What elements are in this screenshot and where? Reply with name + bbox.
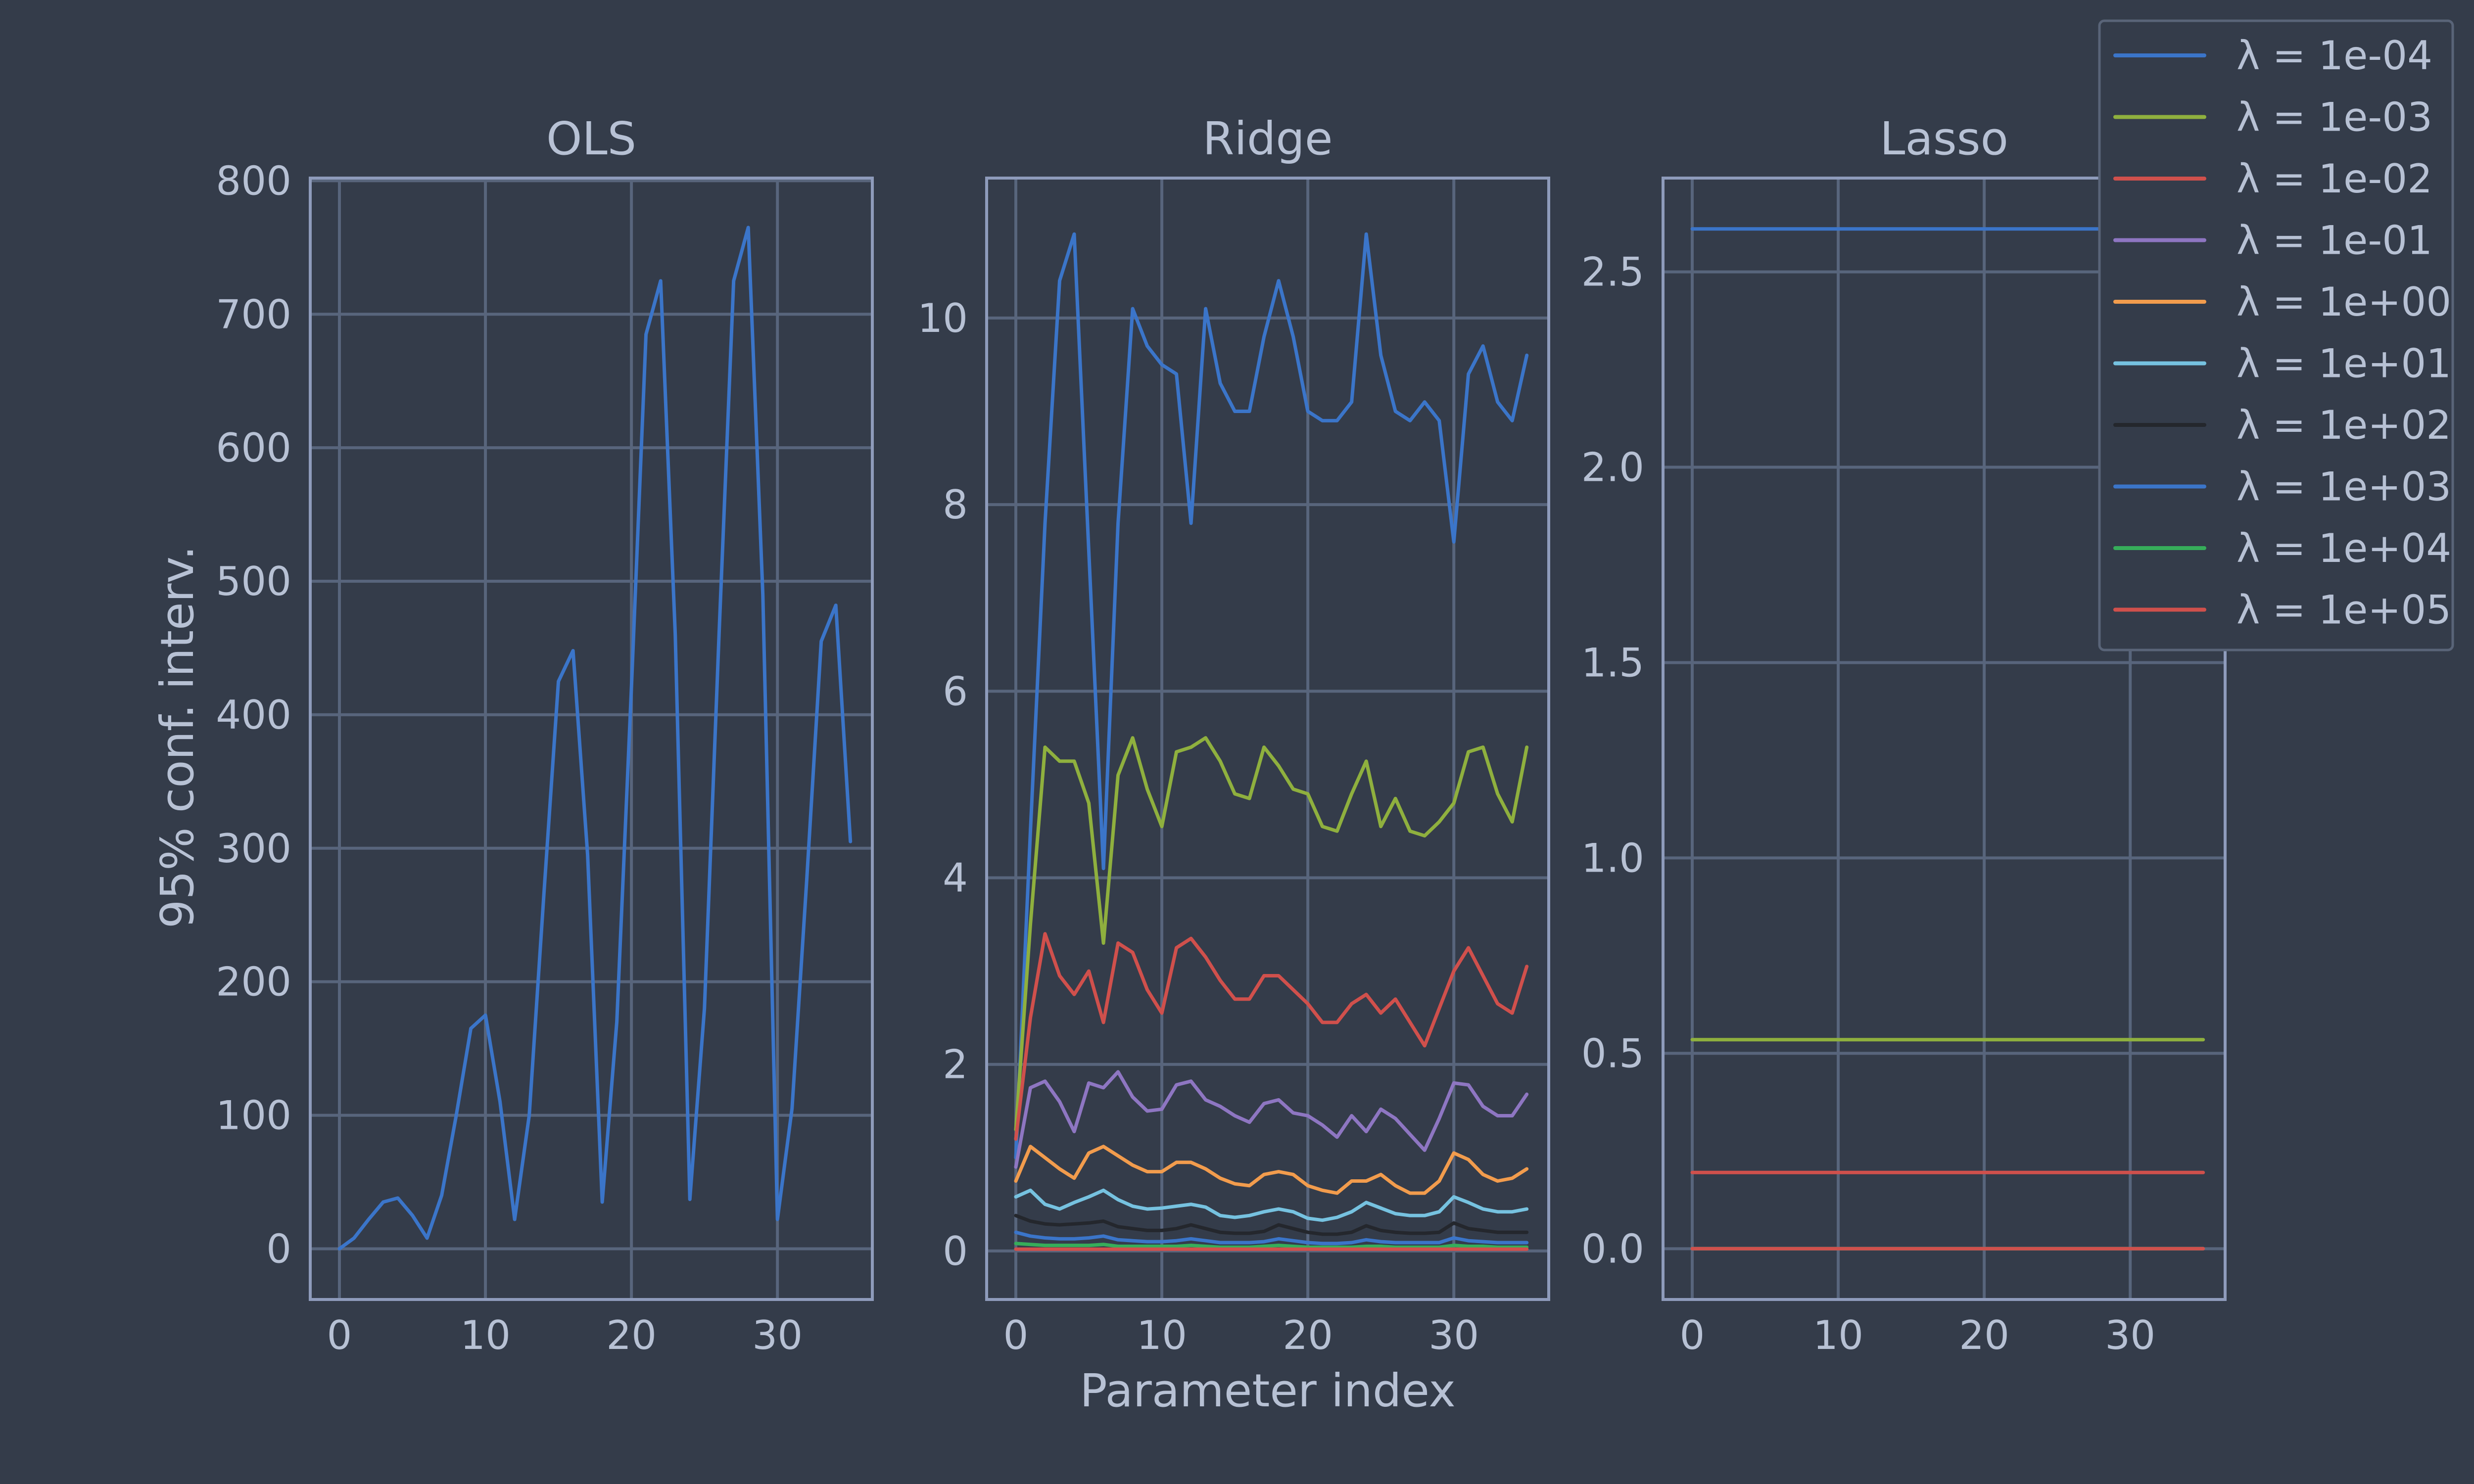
legend-label-2: λ = 1e-03 <box>2236 94 2432 140</box>
ols-x-tick-label: 30 <box>752 1312 803 1358</box>
ols-x-tick-label: 20 <box>606 1312 657 1358</box>
lasso-y-tick-label: 1.5 <box>1581 640 1644 686</box>
ols-y-tick-label: 100 <box>216 1093 291 1139</box>
lasso-y-tick-label: 2.5 <box>1581 249 1644 295</box>
ols-y-tick-label: 400 <box>216 692 291 738</box>
lasso-y-tick-label: 2.0 <box>1581 445 1644 491</box>
ols-y-tick-label: 300 <box>216 826 291 872</box>
ridge-y-tick-label: 10 <box>917 295 968 341</box>
ols-y-tick-label: 700 <box>216 291 291 337</box>
ridge-y-tick-label: 0 <box>943 1228 968 1274</box>
ridge-x-tick-label: 10 <box>1137 1312 1187 1358</box>
ols-y-tick-label: 600 <box>216 425 291 471</box>
legend-label-1: λ = 1e-04 <box>2236 33 2432 79</box>
lasso-y-tick-label: 0.5 <box>1581 1030 1644 1076</box>
ols-panel-title: OLS <box>546 112 636 165</box>
ols-y-tick-label: 500 <box>216 558 291 604</box>
ridge-series-5-line <box>1014 1145 1529 1195</box>
ridge-y-tick-label: 4 <box>943 855 968 901</box>
ridge-x-tick-label: 20 <box>1283 1312 1333 1358</box>
ridge-x-tick-label: 30 <box>1428 1312 1479 1358</box>
ridge-series-2-line <box>1014 736 1529 1132</box>
lasso-panel: Lasso 0 10 20 30 0.0 0.5 1.0 1.5 2.0 2.5 <box>1581 112 2227 1358</box>
ols-y-tick-label: 0 <box>266 1226 291 1272</box>
ridge-series-4-line <box>1014 1070 1529 1169</box>
ridge-panel-title: Ridge <box>1203 112 1333 165</box>
ols-y-tick-label: 200 <box>216 959 291 1005</box>
lasso-x-tick-label: 0 <box>1680 1312 1705 1358</box>
ols-x-tick-label: 10 <box>460 1312 511 1358</box>
lasso-x-tick-label: 10 <box>1813 1312 1863 1358</box>
ridge-series-6-line <box>1014 1188 1529 1222</box>
ols-series-1-line <box>337 226 853 1251</box>
lasso-plot-frame <box>1662 177 2227 1301</box>
legend-label-9: λ = 1e+04 <box>2236 525 2451 571</box>
legend-label-4: λ = 1e-01 <box>2236 218 2432 264</box>
ridge-panel: Ridge 0 10 20 30 0 2 4 6 8 10 <box>917 112 1550 1358</box>
legend: λ = 1e-04 λ = 1e-03 λ = 1e-02 λ = 1e-01 λ = … <box>2098 19 2454 651</box>
lasso-x-tick-label: 30 <box>2105 1312 2155 1358</box>
legend-label-7: λ = 1e+02 <box>2236 402 2451 448</box>
ridge-y-tick-label: 6 <box>943 668 968 714</box>
ridge-series-8-line <box>1014 1230 1529 1246</box>
y-axis-title: 95% conf. interv. <box>151 546 204 928</box>
ols-y-tick-label: 800 <box>216 158 291 204</box>
ridge-series-9-line <box>1014 1242 1529 1249</box>
legend-label-3: λ = 1e-02 <box>2236 156 2432 202</box>
x-axis-title: Parameter index <box>1080 1364 1456 1417</box>
ridge-y-tick-label: 2 <box>943 1042 968 1088</box>
ridge-y-tick-label: 8 <box>943 482 968 528</box>
lasso-y-tick-label: 0.0 <box>1581 1226 1644 1272</box>
legend-label-10: λ = 1e+05 <box>2236 587 2451 633</box>
ridge-plot-frame <box>985 177 1550 1301</box>
legend-label-6: λ = 1e+01 <box>2236 341 2451 387</box>
lasso-x-tick-label: 20 <box>1959 1312 2009 1358</box>
ridge-series-3-line <box>1014 932 1529 1141</box>
legend-label-8: λ = 1e+03 <box>2236 464 2451 510</box>
ols-x-tick-label: 0 <box>327 1312 352 1358</box>
ridge-series-1-line <box>1014 232 1529 1159</box>
lasso-panel-title: Lasso <box>1880 112 2008 165</box>
ridge-series-7-line <box>1014 1213 1529 1236</box>
ols-plot-frame <box>309 177 874 1301</box>
legend-label-5: λ = 1e+00 <box>2236 279 2451 325</box>
lasso-y-tick-label: 1.0 <box>1581 835 1644 881</box>
ridge-x-tick-label: 0 <box>1003 1312 1029 1358</box>
